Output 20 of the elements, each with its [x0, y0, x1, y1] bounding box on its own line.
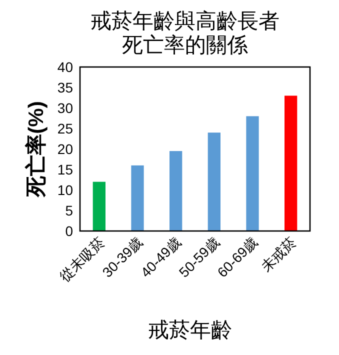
y-axis-title: 死亡率(%)	[24, 101, 48, 198]
y-tick-label: 15	[57, 162, 74, 178]
y-tick-label: 35	[57, 80, 74, 96]
bar	[284, 96, 298, 231]
x-tick-label: 未戒菸	[258, 234, 299, 275]
bar	[92, 182, 106, 231]
chart-title: 戒菸年齡與高齡長者	[90, 9, 280, 33]
y-tick-label: 20	[57, 141, 74, 157]
y-tick-label: 25	[57, 120, 74, 136]
y-tick-label: 40	[57, 59, 74, 75]
bar	[131, 165, 144, 231]
y-tick-label: 10	[57, 182, 74, 198]
bar	[170, 151, 182, 231]
x-axis-title: 戒菸年齡	[148, 318, 232, 342]
chart-subtitle: 死亡率的關係	[122, 33, 248, 57]
y-tick-label: 30	[57, 100, 74, 116]
y-tick-label: 5	[65, 202, 74, 218]
bar	[208, 132, 220, 231]
bar	[246, 116, 259, 231]
y-tick-label: 0	[65, 223, 74, 239]
